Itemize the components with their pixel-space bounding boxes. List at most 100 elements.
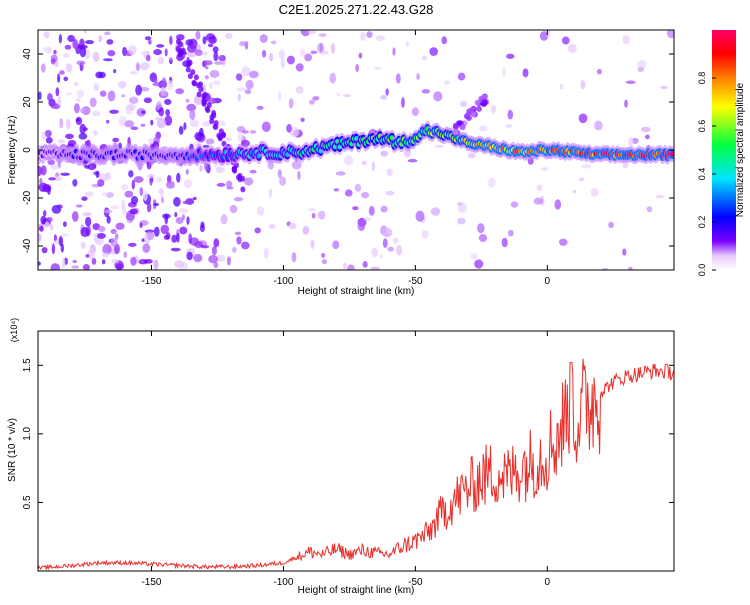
heatmap-noise-blob — [307, 30, 317, 35]
heatmap-noise-blob — [135, 62, 140, 72]
heatmap-noise-blob — [97, 225, 106, 232]
heatmap-noise-blob — [43, 31, 50, 39]
heatmap-noise-blob — [213, 238, 220, 248]
heatmap-noise-blob — [141, 110, 146, 114]
heatmap-noise-blob — [304, 53, 313, 62]
heatmap-streak-blob — [237, 176, 243, 183]
heatmap-noise-blob — [407, 158, 418, 163]
heatmap-noise-blob — [249, 169, 257, 174]
heatmap-noise-blob — [637, 60, 647, 69]
heatmap-noise-blob — [375, 35, 386, 42]
heatmap-noise-blob — [355, 63, 359, 73]
heatmap-noise-blob — [103, 209, 113, 214]
heatmap-noise-blob — [57, 73, 61, 83]
heatmap-noise-blob — [96, 232, 106, 239]
heatmap-noise-blob — [38, 91, 42, 100]
heatmap-noise-blob — [110, 237, 118, 247]
heatmap-noise-blob — [199, 127, 204, 137]
heatmap-noise-blob — [235, 73, 243, 81]
heatmap-noise-blob — [130, 195, 139, 205]
heatmap-noise-blob — [288, 97, 294, 109]
heatmap-noise-blob — [131, 179, 135, 190]
heatmap-noise-blob — [194, 240, 203, 249]
heatmap-noise-blob — [59, 70, 65, 75]
heatmap-noise-blob — [50, 103, 61, 110]
heatmap-sidelobe-blob — [474, 99, 481, 106]
heatmap-noise-blob — [153, 259, 159, 270]
heatmap-noise-blob — [63, 76, 69, 82]
heatmap-noise-blob — [360, 31, 366, 42]
heatmap-noise-blob — [441, 36, 447, 45]
heatmap-noise-blob — [164, 115, 173, 126]
heatmap-streak-blob — [211, 112, 217, 119]
heatmap-noise-blob — [186, 251, 193, 261]
heatmap-noise-blob — [186, 216, 190, 225]
heatmap-noise-blob — [156, 176, 163, 183]
heatmap-noise-blob — [40, 63, 46, 73]
heatmap-noise-blob — [71, 265, 80, 269]
snr-x-ticks: -150 -100 -50 0 — [141, 331, 551, 588]
spectrogram-y-ticks: -40 -20 0 20 40 — [22, 48, 674, 253]
heatmap-noise-blob — [572, 189, 577, 194]
heatmap-noise-blob — [55, 87, 60, 97]
heatmap-noise-blob — [170, 247, 181, 252]
heatmap-noise-blob — [268, 223, 276, 230]
heatmap-noise-blob — [236, 236, 242, 245]
heatmap-noise-blob — [128, 45, 137, 55]
heatmap-noise-blob — [82, 264, 90, 270]
heatmap-noise-blob — [57, 139, 66, 144]
heatmap-noise-blob — [85, 254, 90, 258]
heatmap-noise-blob — [232, 246, 237, 253]
heatmap-noise-blob — [474, 259, 484, 269]
heatmap-noise-blob — [415, 210, 425, 222]
heatmap-noise-blob — [237, 131, 243, 143]
heatmap-noise-blob — [57, 96, 62, 107]
heatmap-noise-blob — [344, 189, 353, 197]
snr-panel: -150 -100 -50 0 0.5 1.0 1.5 (x10⁴) Height of … — [7, 318, 675, 596]
heatmap-noise-blob — [106, 39, 114, 45]
heatmap-noise-blob — [183, 122, 187, 131]
heatmap-noise-blob — [106, 215, 111, 224]
heatmap-noise-blob — [129, 208, 138, 215]
heatmap-noise-blob — [87, 248, 95, 260]
heatmap-noise-blob — [71, 211, 79, 222]
heatmap-noise-blob — [344, 155, 354, 166]
heatmap-noise-blob — [261, 121, 271, 133]
heatmap-noise-blob — [185, 98, 190, 103]
heatmap-noise-blob — [156, 44, 165, 48]
heatmap-noise-blob — [66, 92, 72, 96]
heatmap-noise-blob — [54, 61, 59, 68]
heatmap-noise-blob — [559, 84, 564, 90]
heatmap-noise-blob — [171, 234, 178, 243]
heatmap-noise-blob — [539, 31, 549, 41]
heatmap-noise-blob — [109, 109, 119, 114]
heatmap-noise-blob — [507, 109, 514, 120]
heatmap-streak-blob — [232, 167, 238, 174]
heatmap-noise-blob — [65, 133, 74, 140]
heatmap-noise-blob — [622, 248, 627, 256]
heatmap-noise-blob — [104, 31, 111, 36]
heatmap-noise-blob — [98, 34, 103, 43]
heatmap-noise-blob — [460, 100, 468, 108]
heatmap-noise-blob — [416, 72, 420, 80]
heatmap-noise-blob — [502, 68, 506, 77]
heatmap-noise-blob — [352, 206, 359, 211]
heatmap-noise-blob — [216, 254, 226, 262]
heatmap-noise-blob — [401, 97, 405, 108]
heatmap-noise-blob — [67, 34, 75, 42]
heatmap-noise-blob — [139, 187, 144, 196]
heatmap-streak-blob — [240, 186, 246, 193]
heatmap-noise-blob — [101, 192, 108, 197]
heatmap-sidelobe-blob — [452, 128, 459, 135]
heatmap-noise-blob — [105, 119, 110, 124]
heatmap-noise-blob — [42, 47, 46, 52]
heatmap-noise-blob — [507, 229, 514, 237]
heatmap-noise-blob — [162, 91, 169, 97]
heatmap-noise-blob — [81, 196, 88, 201]
heatmap-noise-blob — [256, 206, 265, 216]
heatmap-noise-blob — [178, 208, 188, 214]
colorbar-tick-label: 0.0 — [697, 264, 707, 277]
heatmap-noise-blob — [205, 66, 209, 70]
heatmap-noise-blob — [380, 205, 388, 213]
heatmap-noise-blob — [40, 215, 47, 225]
